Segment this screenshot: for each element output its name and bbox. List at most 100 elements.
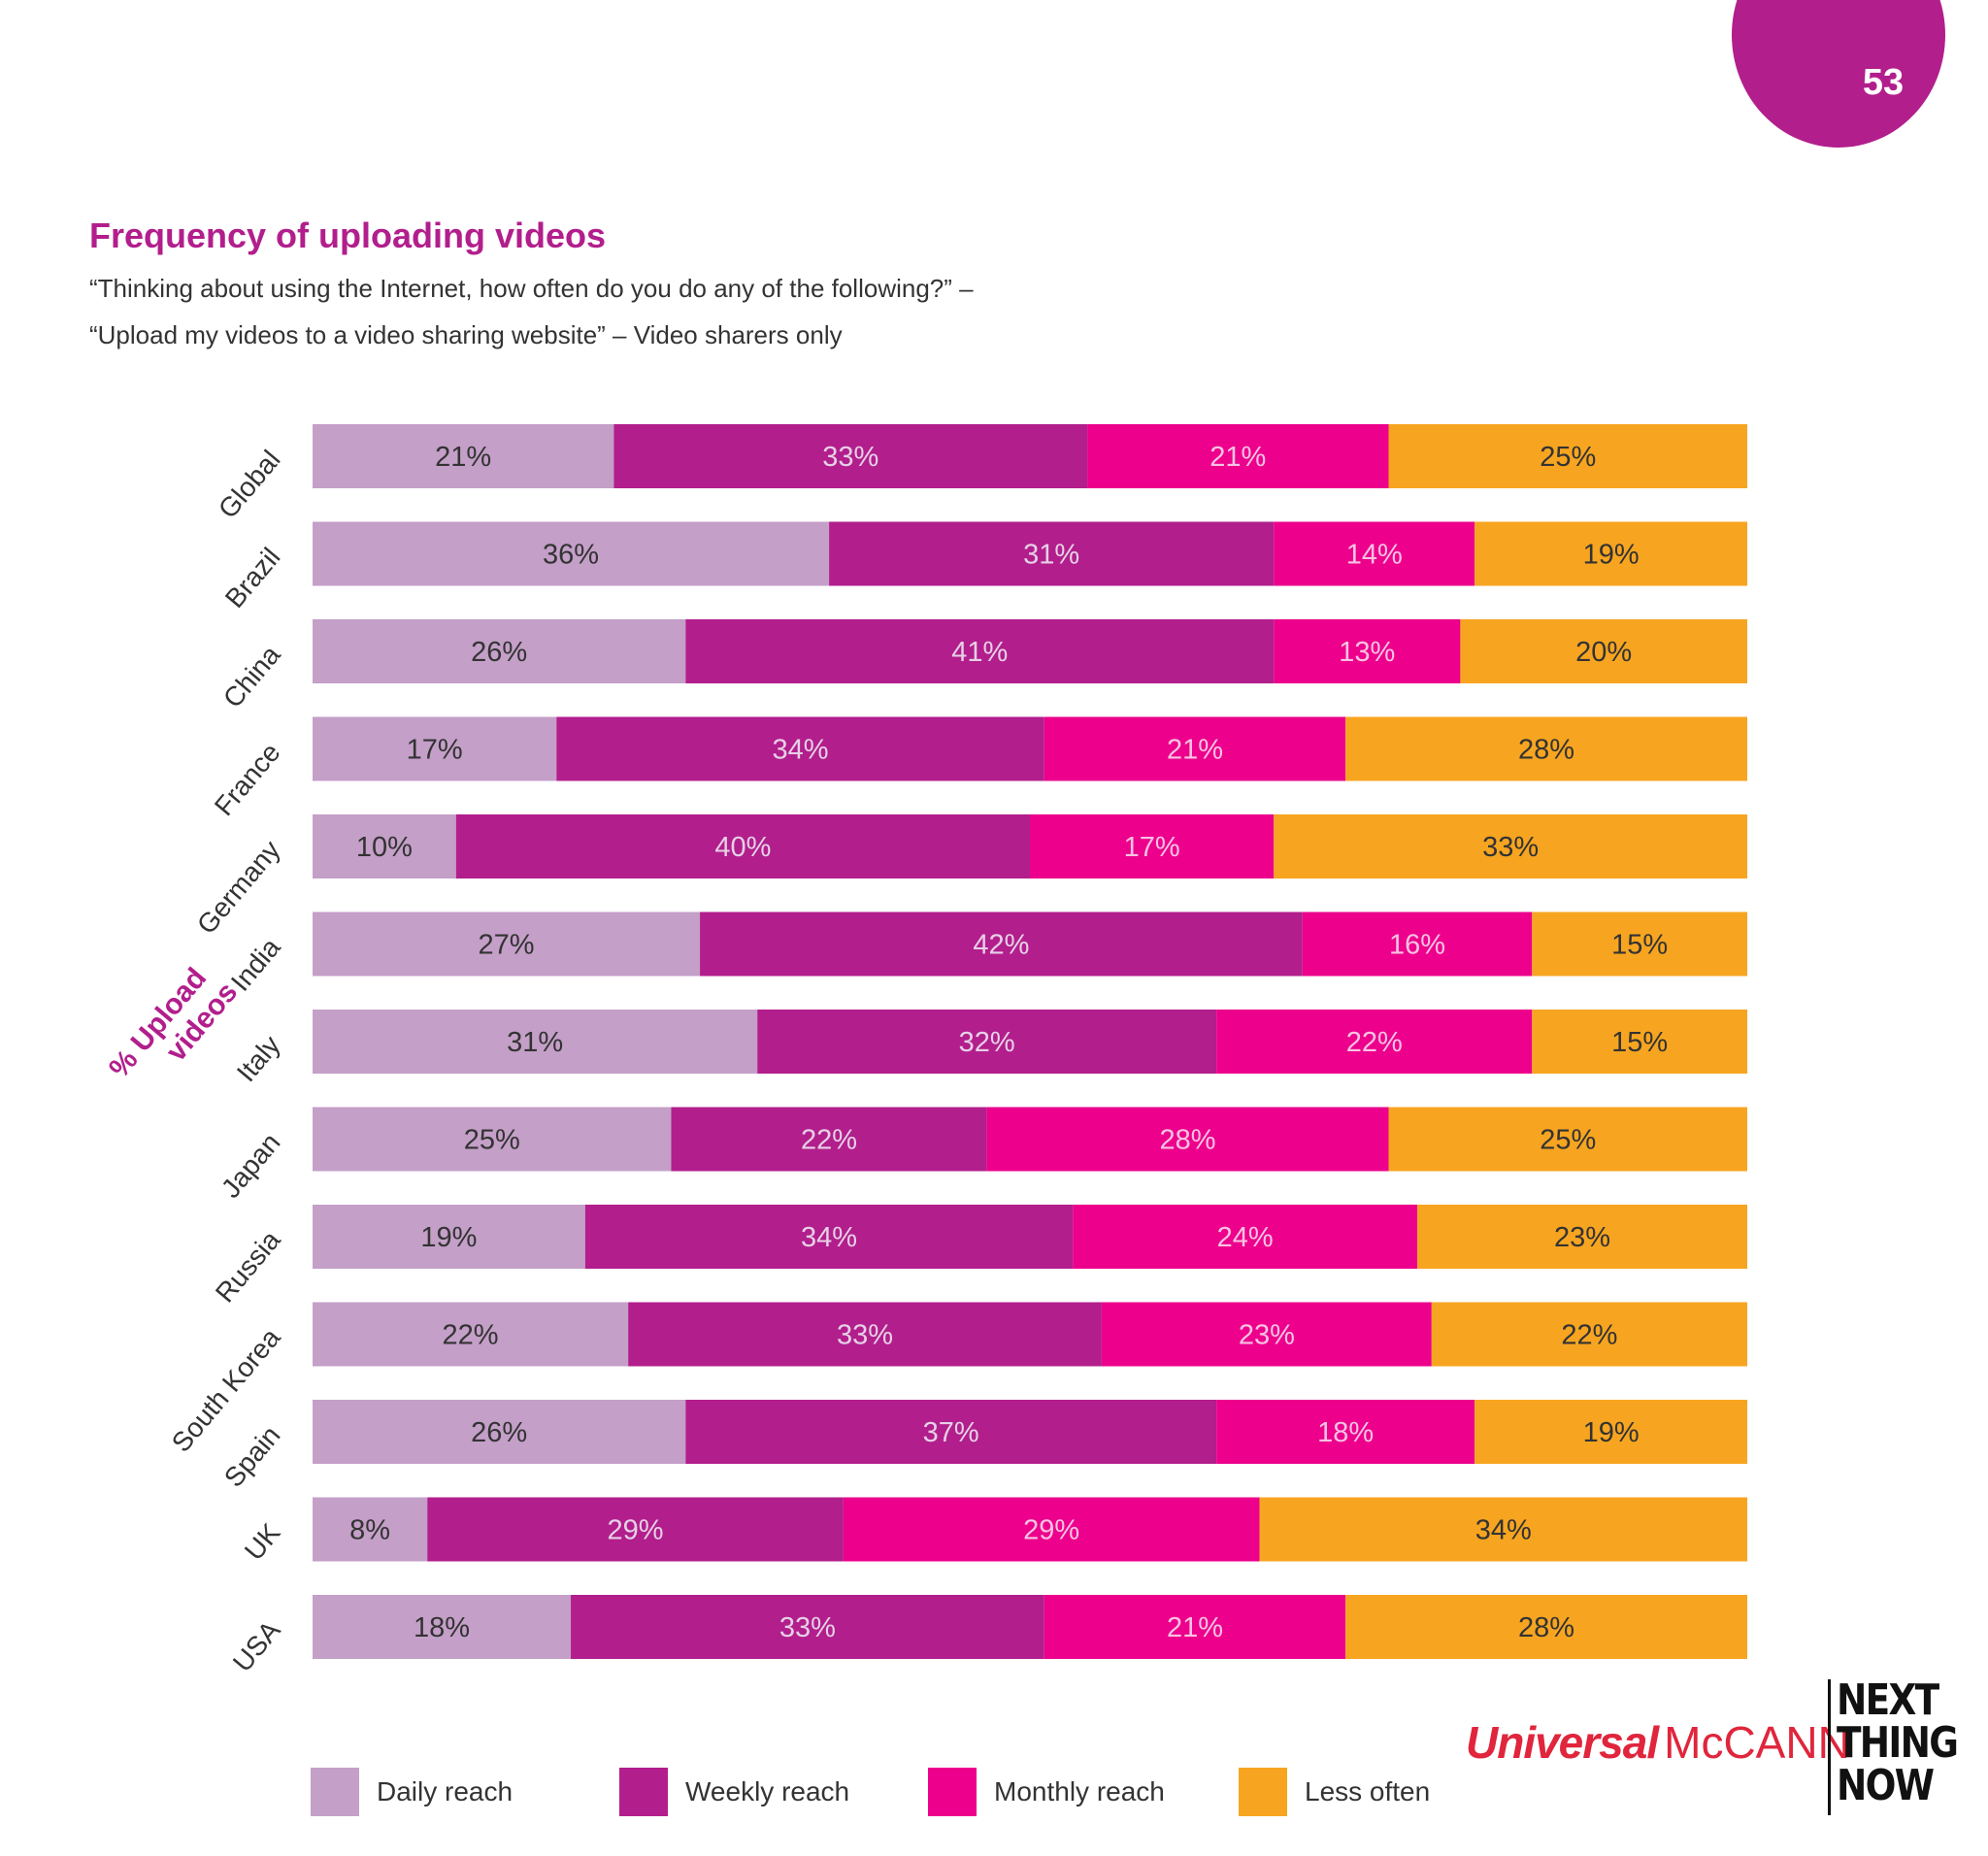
label-usa-less: 28% bbox=[1518, 1612, 1574, 1643]
label-russia-monthly: 24% bbox=[1217, 1222, 1274, 1253]
bar-spain-less bbox=[1474, 1400, 1747, 1464]
bar-global-monthly bbox=[1087, 424, 1389, 488]
page-number: 53 bbox=[1862, 62, 1905, 103]
label-brazil-weekly: 31% bbox=[1023, 540, 1079, 571]
bar-south-korea-less bbox=[1431, 1302, 1747, 1367]
brand-universal: Universal bbox=[1466, 1717, 1659, 1768]
universal-mccann-logo: Universal McCANN bbox=[1466, 1716, 1850, 1769]
label-india-less: 15% bbox=[1611, 930, 1668, 961]
label-global-less: 25% bbox=[1540, 442, 1596, 473]
label-italy-daily: 31% bbox=[507, 1027, 563, 1058]
label-uk-weekly: 29% bbox=[608, 1515, 664, 1546]
legend-item-monthly: Monthly reach bbox=[928, 1767, 1165, 1817]
bar-italy-weekly bbox=[757, 1010, 1217, 1074]
tick-label-china: China bbox=[217, 640, 286, 713]
bar-japan-monthly bbox=[986, 1107, 1389, 1172]
bar-uk-daily bbox=[313, 1497, 428, 1562]
bar-south-korea-monthly bbox=[1101, 1302, 1432, 1367]
label-italy-weekly: 32% bbox=[959, 1027, 1015, 1058]
label-france-weekly: 34% bbox=[772, 735, 828, 766]
bar-spain-daily bbox=[313, 1400, 686, 1464]
label-india-daily: 27% bbox=[479, 930, 535, 961]
bar-france-daily bbox=[313, 716, 557, 781]
bar-uk-less bbox=[1259, 1497, 1747, 1562]
ntn-line-1: NEXT bbox=[1837, 1675, 1939, 1725]
bar-japan-daily bbox=[313, 1107, 672, 1172]
bar-france-monthly bbox=[1044, 716, 1346, 781]
label-spain-weekly: 37% bbox=[923, 1417, 979, 1448]
bar-germany-monthly bbox=[1030, 814, 1275, 878]
label-south-korea-less: 22% bbox=[1561, 1320, 1617, 1351]
legend-label-daily: Daily reach bbox=[377, 1776, 514, 1806]
bar-south-korea-daily bbox=[313, 1302, 629, 1367]
label-uk-monthly: 29% bbox=[1023, 1515, 1079, 1546]
bar-china-weekly bbox=[685, 619, 1275, 683]
label-global-monthly: 21% bbox=[1209, 442, 1266, 473]
subtitle-line-2: “Upload my videos to a video sharing web… bbox=[89, 320, 843, 349]
bar-brazil-daily bbox=[313, 521, 830, 586]
label-japan-monthly: 28% bbox=[1160, 1125, 1216, 1156]
label-italy-less: 15% bbox=[1611, 1027, 1668, 1058]
bar-germany-weekly bbox=[455, 814, 1030, 878]
bar-global-less bbox=[1388, 424, 1747, 488]
tick-label-brazil: Brazil bbox=[219, 542, 286, 613]
legend-item-less: Less often bbox=[1239, 1767, 1430, 1817]
label-russia-daily: 19% bbox=[420, 1222, 477, 1253]
bar-uk-monthly bbox=[843, 1497, 1260, 1562]
bar-global-weekly bbox=[613, 424, 1088, 488]
label-france-less: 28% bbox=[1518, 735, 1574, 766]
label-russia-less: 23% bbox=[1554, 1222, 1610, 1253]
tick-label-france: France bbox=[209, 737, 286, 821]
label-global-weekly: 33% bbox=[822, 442, 878, 473]
ntn-line-2: THING bbox=[1837, 1718, 1959, 1768]
tick-label-spain: Spain bbox=[218, 1420, 286, 1493]
label-japan-daily: 25% bbox=[464, 1125, 520, 1156]
label-japan-weekly: 22% bbox=[801, 1125, 857, 1156]
bar-global-daily bbox=[313, 424, 614, 488]
label-brazil-less: 19% bbox=[1583, 540, 1640, 571]
bar-usa-daily bbox=[313, 1595, 572, 1659]
label-germany-weekly: 40% bbox=[714, 832, 771, 863]
label-spain-less: 19% bbox=[1583, 1417, 1640, 1448]
chart-title: Frequency of uploading videos bbox=[89, 215, 607, 255]
bar-uk-weekly bbox=[427, 1497, 844, 1562]
label-germany-daily: 10% bbox=[356, 832, 413, 863]
bar-india-daily bbox=[313, 911, 701, 977]
label-south-korea-daily: 22% bbox=[443, 1320, 499, 1351]
tick-label-india: India bbox=[225, 932, 286, 997]
label-uk-less: 34% bbox=[1475, 1515, 1532, 1546]
y-axis-title: % Uploadvideos bbox=[103, 955, 244, 1106]
label-japan-less: 25% bbox=[1540, 1125, 1596, 1156]
label-usa-daily: 18% bbox=[414, 1612, 470, 1643]
tick-label-usa: USA bbox=[227, 1615, 286, 1677]
bar-india-monthly bbox=[1302, 911, 1533, 977]
label-brazil-daily: 36% bbox=[543, 540, 599, 571]
legend-label-monthly: Monthly reach bbox=[994, 1776, 1165, 1806]
legend-swatch-less bbox=[1239, 1768, 1287, 1816]
label-china-daily: 26% bbox=[471, 637, 527, 668]
label-south-korea-monthly: 23% bbox=[1239, 1320, 1295, 1351]
label-china-weekly: 41% bbox=[951, 637, 1008, 668]
bar-india-less bbox=[1532, 911, 1747, 977]
bar-south-korea-weekly bbox=[628, 1302, 1102, 1367]
label-india-monthly: 16% bbox=[1389, 930, 1445, 961]
tick-label-uk: UK bbox=[239, 1517, 286, 1566]
ntn-line-3: NOW bbox=[1837, 1761, 1935, 1810]
label-france-monthly: 21% bbox=[1167, 735, 1223, 766]
logo-divider bbox=[1828, 1679, 1831, 1815]
label-global-daily: 21% bbox=[435, 442, 491, 473]
legend-item-weekly: Weekly reach bbox=[619, 1767, 849, 1817]
label-spain-monthly: 18% bbox=[1317, 1417, 1374, 1448]
next-thing-now-logo: NEXT THING NOW bbox=[1837, 1675, 1959, 1810]
tick-label-japan: Japan bbox=[215, 1127, 286, 1203]
legend-label-weekly: Weekly reach bbox=[685, 1776, 850, 1806]
legend-swatch-daily bbox=[311, 1768, 359, 1816]
label-russia-weekly: 34% bbox=[801, 1222, 857, 1253]
tick-label-italy: Italy bbox=[231, 1030, 286, 1087]
label-spain-daily: 26% bbox=[471, 1417, 527, 1448]
bar-brazil-weekly bbox=[829, 521, 1275, 586]
bar-japan-less bbox=[1388, 1107, 1747, 1172]
label-uk-daily: 8% bbox=[349, 1515, 390, 1546]
tick-label-russia: Russia bbox=[210, 1225, 286, 1309]
